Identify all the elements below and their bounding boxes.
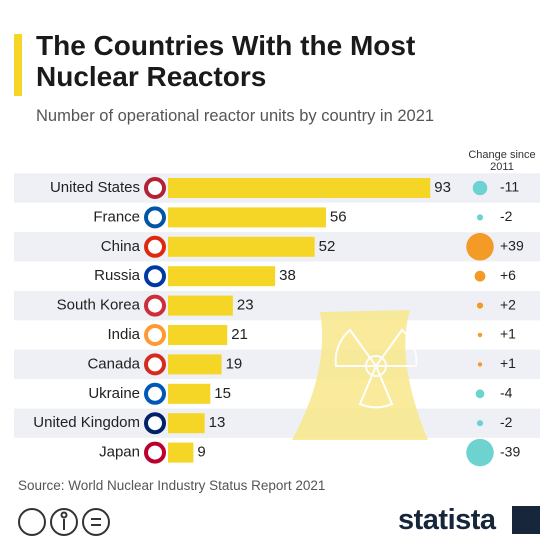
- logo-icon: [512, 506, 540, 534]
- bar: [168, 413, 205, 434]
- bar: [168, 207, 326, 228]
- change-bubble: [475, 389, 485, 399]
- flag: [144, 177, 166, 199]
- change-header: Change since 2011: [468, 149, 536, 173]
- change-label: -4: [500, 385, 513, 401]
- change-bubble: [474, 270, 486, 282]
- change-label: -2: [500, 414, 513, 430]
- flag: [144, 441, 166, 464]
- chart-title: The Countries With the Most Nuclear Reac…: [36, 30, 416, 92]
- change-bubble: [476, 420, 484, 427]
- flag: [144, 353, 166, 376]
- category-label: Japan: [99, 444, 140, 461]
- flag: [144, 324, 166, 346]
- accent-bar: [14, 34, 22, 96]
- change-bubble: [477, 332, 483, 338]
- flag: [144, 412, 166, 435]
- category-label: Ukraine: [88, 385, 140, 402]
- category-label: China: [101, 238, 141, 255]
- change-label: +6: [500, 267, 516, 283]
- flag: [144, 265, 166, 288]
- value-label: 38: [279, 267, 296, 284]
- row-band: [14, 349, 540, 380]
- row-band: [14, 290, 540, 321]
- change-bubble: [476, 214, 484, 221]
- bar: [168, 442, 194, 463]
- chart-subtitle: Number of operational reactor units by c…: [36, 107, 435, 125]
- bar: [168, 354, 222, 375]
- footer-icons: [18, 508, 110, 536]
- value-label: 19: [226, 355, 243, 372]
- reactor-graphic: [292, 310, 428, 440]
- category-label: Canada: [87, 355, 140, 372]
- logo: statista: [398, 504, 496, 536]
- bar: [168, 383, 211, 404]
- flag: [144, 382, 166, 405]
- value-label: 56: [330, 208, 347, 225]
- value-label: 23: [237, 297, 254, 314]
- value-label: 52: [319, 238, 336, 255]
- value-label: 13: [209, 414, 226, 431]
- change-label: +1: [500, 326, 516, 342]
- bar: [168, 178, 431, 198]
- change-label: +1: [500, 355, 516, 371]
- change-bubble: [466, 438, 494, 467]
- bar: [168, 236, 315, 257]
- change-bubble: [476, 302, 484, 309]
- value-label: 21: [231, 326, 248, 343]
- flag: [144, 206, 166, 229]
- change-label: -11: [500, 179, 519, 195]
- flag: [144, 235, 166, 258]
- change-label: -2: [500, 208, 513, 224]
- category-label: India: [107, 326, 140, 343]
- change-bubble: [477, 362, 483, 367]
- change-label: +2: [500, 296, 516, 312]
- row-band: [14, 408, 540, 438]
- category-label: South Korea: [57, 297, 141, 314]
- flag: [144, 294, 166, 317]
- category-label: United Kingdom: [33, 414, 140, 431]
- change-label: +39: [500, 238, 524, 254]
- value-label: 93: [434, 179, 451, 196]
- bar: [168, 295, 233, 316]
- category-label: Russia: [94, 267, 141, 284]
- category-label: United States: [50, 179, 140, 196]
- change-bubble: [472, 180, 488, 196]
- value-label: 9: [197, 444, 205, 461]
- value-label: 15: [214, 385, 231, 402]
- source: Source: World Nuclear Industry Status Re…: [18, 478, 326, 493]
- bar: [168, 325, 228, 345]
- bar: [168, 266, 276, 287]
- change-label: -39: [500, 443, 520, 459]
- category-label: France: [93, 208, 140, 225]
- change-bubble: [466, 233, 494, 261]
